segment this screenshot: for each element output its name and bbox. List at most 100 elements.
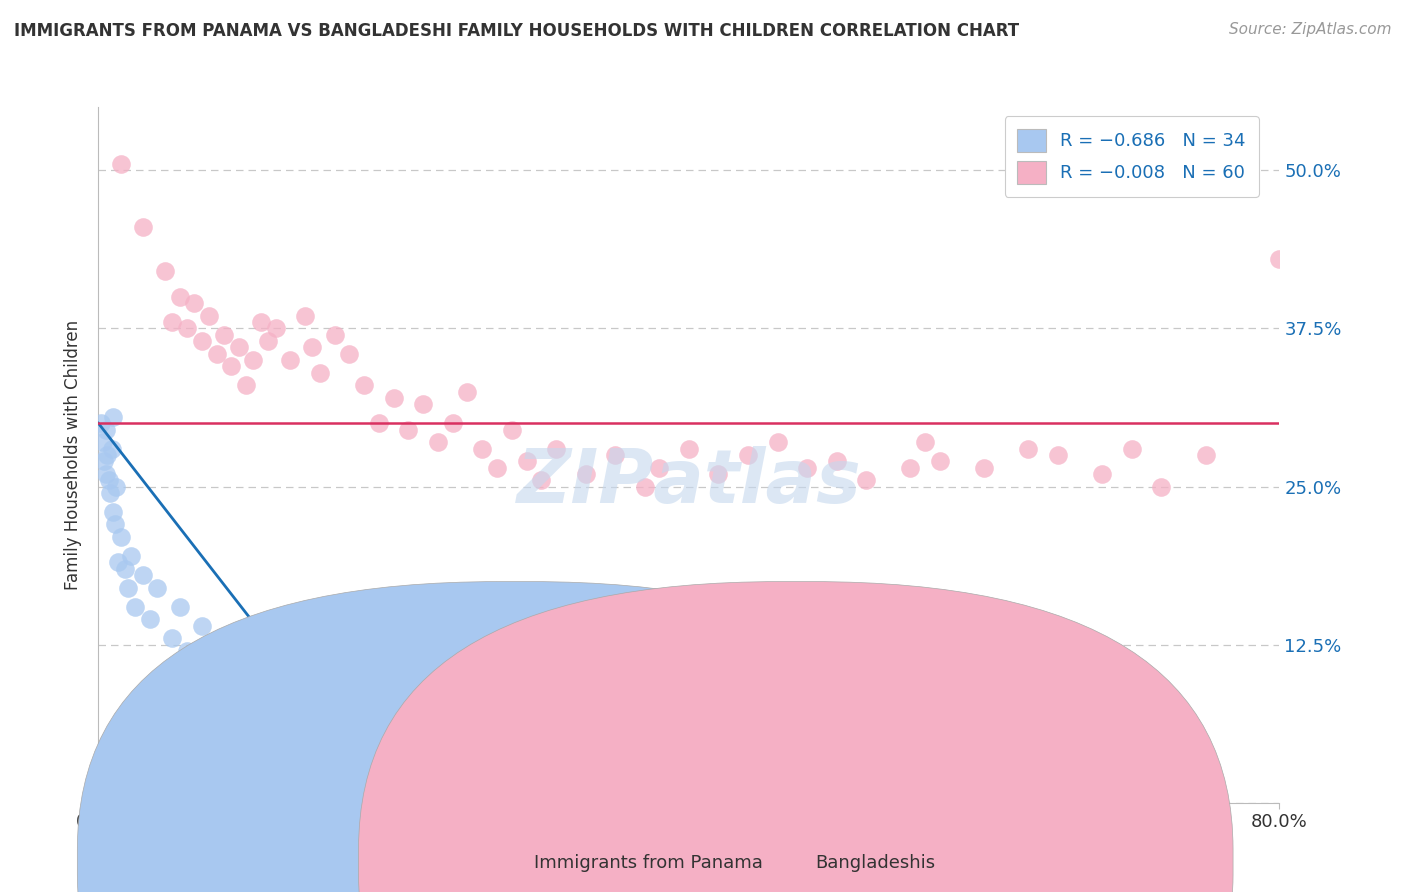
Point xyxy=(98,486,121,500)
Text: Bangladeshis: Bangladeshis xyxy=(815,855,935,872)
Point xyxy=(973,460,995,475)
Point xyxy=(294,309,316,323)
Point xyxy=(176,644,198,658)
Point xyxy=(257,334,280,348)
Point xyxy=(94,423,117,437)
Point xyxy=(825,663,848,677)
Point xyxy=(766,435,789,450)
Point xyxy=(633,479,655,493)
Point xyxy=(205,650,228,665)
Point xyxy=(353,378,375,392)
Point xyxy=(235,675,257,690)
Point xyxy=(309,366,332,380)
Point xyxy=(973,688,995,702)
Point xyxy=(103,505,125,519)
Point xyxy=(103,409,125,424)
Point xyxy=(205,347,228,361)
Point xyxy=(212,327,235,342)
Point xyxy=(104,517,127,532)
Point xyxy=(90,417,112,431)
Point xyxy=(176,321,198,335)
Text: Immigrants from Panama: Immigrants from Panama xyxy=(534,855,763,872)
Point xyxy=(309,695,332,709)
Point xyxy=(456,384,478,399)
Point xyxy=(114,562,136,576)
Point xyxy=(605,448,627,462)
Point xyxy=(323,327,346,342)
Point xyxy=(412,397,434,411)
Point xyxy=(737,448,759,462)
Point xyxy=(110,530,132,544)
Point xyxy=(94,467,117,481)
Point xyxy=(339,347,360,361)
Point xyxy=(105,479,128,493)
Point xyxy=(264,321,287,335)
Point xyxy=(107,556,129,570)
Point xyxy=(183,296,205,310)
Y-axis label: Family Households with Children: Family Households with Children xyxy=(65,320,83,590)
Point xyxy=(162,632,183,646)
Point xyxy=(546,442,568,456)
Point xyxy=(301,340,323,354)
Point xyxy=(120,549,142,563)
Point xyxy=(486,460,509,475)
Point xyxy=(900,460,922,475)
Point xyxy=(242,353,264,368)
Point xyxy=(169,290,191,304)
Legend: R = −0.686   N = 34, R = −0.008   N = 60: R = −0.686 N = 34, R = −0.008 N = 60 xyxy=(1004,116,1258,197)
Point xyxy=(124,599,146,614)
Point xyxy=(396,423,419,437)
Point xyxy=(235,378,257,392)
Point xyxy=(368,417,391,431)
Point xyxy=(198,309,221,323)
Point xyxy=(132,220,155,235)
Point xyxy=(250,315,273,329)
Point xyxy=(516,454,538,468)
Point xyxy=(117,581,139,595)
Point xyxy=(1121,442,1143,456)
Point xyxy=(100,442,122,456)
Point xyxy=(278,353,302,368)
Point xyxy=(530,473,553,487)
Point xyxy=(471,442,494,456)
Point xyxy=(169,599,191,614)
Point xyxy=(574,467,596,481)
Point xyxy=(221,632,243,646)
Point xyxy=(914,435,936,450)
Point xyxy=(707,467,730,481)
Point xyxy=(96,448,118,462)
Point xyxy=(382,391,405,405)
Point xyxy=(191,334,214,348)
Point xyxy=(228,340,250,354)
Point xyxy=(855,473,877,487)
Point xyxy=(1150,479,1173,493)
Point xyxy=(93,454,115,468)
Point xyxy=(132,568,155,582)
Point xyxy=(382,701,405,715)
Point xyxy=(678,442,700,456)
Point xyxy=(264,663,287,677)
Point xyxy=(146,581,169,595)
Point xyxy=(97,473,120,487)
Point xyxy=(110,157,132,171)
Text: Source: ZipAtlas.com: Source: ZipAtlas.com xyxy=(1229,22,1392,37)
Text: ZIP​atlas: ZIP​atlas xyxy=(516,446,862,519)
Point xyxy=(91,435,114,450)
Point xyxy=(221,359,243,374)
Point xyxy=(825,454,848,468)
Point xyxy=(928,454,950,468)
Point xyxy=(1017,442,1039,456)
Point xyxy=(427,435,450,450)
Point xyxy=(139,612,162,626)
Point xyxy=(1046,448,1069,462)
Point xyxy=(1091,467,1114,481)
Text: IMMIGRANTS FROM PANAMA VS BANGLADESHI FAMILY HOUSEHOLDS WITH CHILDREN CORRELATIO: IMMIGRANTS FROM PANAMA VS BANGLADESHI FA… xyxy=(14,22,1019,40)
Point xyxy=(153,264,176,278)
Point xyxy=(648,460,671,475)
Point xyxy=(162,315,183,329)
Point xyxy=(191,618,214,632)
Point xyxy=(1195,448,1218,462)
Point xyxy=(796,460,818,475)
Point xyxy=(1268,252,1291,266)
Point xyxy=(441,417,464,431)
